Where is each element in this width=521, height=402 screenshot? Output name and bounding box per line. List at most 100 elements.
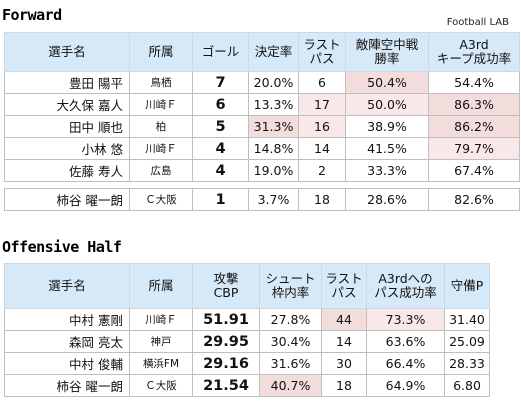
table-cell: 鳥栖 [129,71,193,94]
table-cell: 川崎Ｆ [129,137,193,160]
table-cell: 41.5% [345,137,429,160]
table-cell: 18 [298,188,346,211]
table-cell: 14.8% [248,137,299,160]
table-cell: 豊田 陽平 [4,71,130,94]
table-cell: 13.3% [248,93,299,116]
table-cell: 神戸 [129,330,193,353]
table-cell: 40.7% [259,374,322,397]
table-cell: 30 [321,352,367,375]
table-cell: 1 [192,188,249,211]
header-cell: 選手名 [4,32,130,72]
header-cell: 所属 [129,263,193,309]
table-cell: 4 [192,159,249,182]
table-cell: 31.40 [444,308,490,331]
table-cell: 7 [192,71,249,94]
table-cell: 6.80 [444,374,490,397]
table-cell: 柏 [129,115,193,138]
table-cell: 44 [321,308,367,331]
row-gap [4,181,520,189]
table-cell: 29.16 [192,352,260,375]
table-cell: 森岡 亮太 [4,330,130,353]
table-cell: 6 [192,93,249,116]
table-row: 柿谷 曜一朗 Ｃ大阪 21.54 40.7% 18 64.9% 6.80 [4,374,490,397]
table-cell: 19.0% [248,159,299,182]
table-cell: 67.4% [428,159,520,182]
table-cell: 64.9% [366,374,445,397]
table-cell: 2 [298,159,346,182]
header-cell: 選手名 [4,263,130,309]
table-cell: 川崎Ｆ [129,308,193,331]
table-row: 佐藤 寿人 広島 4 19.0% 2 33.3% 67.4% [4,159,520,182]
table-row: 柿谷 曜一朗 Ｃ大阪 1 3.7% 18 28.6% 82.6% [4,188,520,211]
header-cell: A3rdへの パス成功率 [366,263,445,309]
table-cell: 82.6% [428,188,520,211]
table-cell: 30.4% [259,330,322,353]
table-cell: 14 [298,137,346,160]
table-cell: 大久保 嘉人 [4,93,130,116]
table-cell: 86.3% [428,93,520,116]
header-cell: ゴール [192,32,249,72]
table-cell: 14 [321,330,367,353]
table-row: 小林 悠川崎Ｆ 4 14.8% 14 41.5% 79.7% [4,137,520,160]
forward-table: 選手名 所属 ゴール 決定率 ラスト パス 敵陣空中戦 勝率 A3rd キープ成功率 … [4,32,520,211]
table-cell: 51.91 [192,308,260,331]
table-cell: 38.9% [345,115,429,138]
header-cell: ラスト パス [298,32,346,72]
table-cell: 31.6% [259,352,322,375]
table-cell: 横浜FM [129,352,193,375]
header-cell: A3rd キープ成功率 [428,32,520,72]
table-cell: 28.6% [345,188,429,211]
table-cell: 4 [192,137,249,160]
table-cell: 16 [298,115,346,138]
table-cell: 6 [298,71,346,94]
table-row: 森岡 亮太 神戸 29.95 30.4% 14 63.6% 25.09 [4,330,490,353]
table-cell: 54.4% [428,71,520,94]
table-cell: 中村 俊輔 [4,352,130,375]
table-cell: 3.7% [248,188,299,211]
table-cell: Ｃ大阪 [129,374,193,397]
table-cell: Ｃ大阪 [129,188,193,211]
table-cell: 17 [298,93,346,116]
table-cell: 50.4% [345,71,429,94]
offensive-title: Offensive Half [2,238,122,256]
table-cell: 25.09 [444,330,490,353]
header-cell: シュート 枠内率 [259,263,322,309]
table-row: 豊田 陽平 鳥栖 7 20.0% 6 50.4% 54.4% [4,71,520,94]
table-cell: 73.3% [366,308,445,331]
table-cell: 佐藤 寿人 [4,159,130,182]
table-cell: 63.6% [366,330,445,353]
table-cell: 中村 憲剛 [4,308,130,331]
table-cell: 小林 悠 [4,137,130,160]
table-cell: 86.2% [428,115,520,138]
table-cell: 柿谷 曜一朗 [4,188,130,211]
table-cell: 33.3% [345,159,429,182]
header-cell: 攻撃 CBP [192,263,260,309]
table-row: 田中 順也柏 5 31.3% 16 38.9% 86.2% [4,115,520,138]
table-cell: 31.3% [248,115,299,138]
header-cell: ラスト パス [321,263,367,309]
header-cell: 敵陣空中戦 勝率 [345,32,429,72]
forward-header-row: 選手名 所属 ゴール 決定率 ラスト パス 敵陣空中戦 勝率 A3rd キープ成功率 [4,32,520,72]
offensive-header-row: 選手名 所属 攻撃 CBP シュート 枠内率 ラスト パス A3rdへの パス成功率 守… [4,263,490,309]
offensive-table: 選手名 所属 攻撃 CBP シュート 枠内率 ラスト パス A3rdへの パス成功率 守… [4,263,490,397]
table-cell: 28.33 [444,352,490,375]
table-cell: 21.54 [192,374,260,397]
header-cell: 所属 [129,32,193,72]
table-row: 中村 俊輔 横浜FM 29.16 31.6% 30 66.4% 28.33 [4,352,490,375]
table-cell: 20.0% [248,71,299,94]
source-label: Football LAB [446,17,509,28]
table-cell: 79.7% [428,137,520,160]
forward-title: Forward [2,6,62,24]
table-cell: 50.0% [345,93,429,116]
table-row: 中村 憲剛 川崎Ｆ 51.91 27.8% 44 73.3% 31.40 [4,308,490,331]
header-cell: 決定率 [248,32,299,72]
table-row: 大久保 嘉人 川崎Ｆ 6 13.3% 17 50.0% 86.3% [4,93,520,116]
table-cell: 柿谷 曜一朗 [4,374,130,397]
table-cell: 18 [321,374,367,397]
header-cell: 守備P [444,263,490,309]
table-cell: 川崎Ｆ [129,93,193,116]
table-cell: 田中 順也 [4,115,130,138]
table-cell: 66.4% [366,352,445,375]
table-cell: 広島 [129,159,193,182]
table-cell: 5 [192,115,249,138]
